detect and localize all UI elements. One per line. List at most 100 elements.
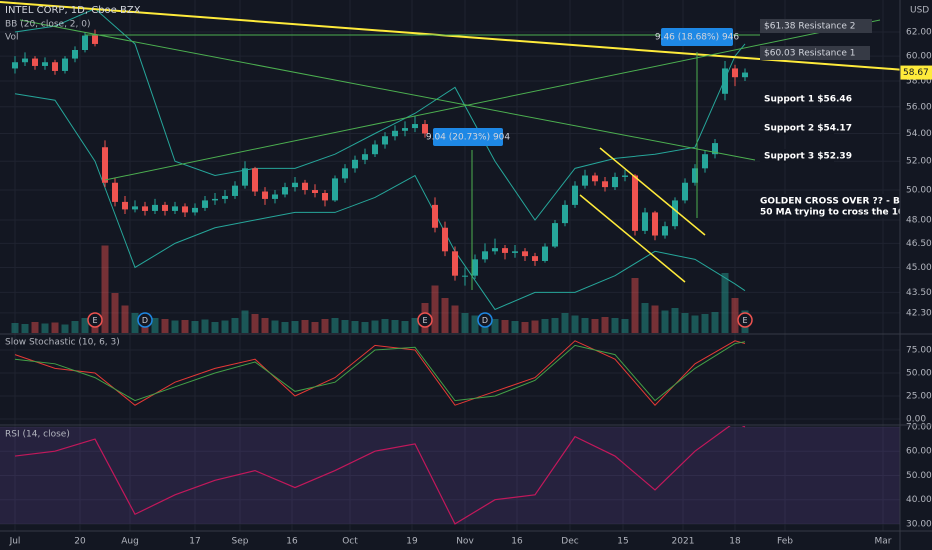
y-tick-label: 62.00	[906, 28, 932, 38]
channel-line	[599, 147, 706, 236]
candle-body	[82, 35, 88, 50]
candle-body	[272, 194, 278, 199]
pane-title: Slow Stochastic (10, 6, 3)	[5, 338, 120, 348]
event-marker	[477, 312, 493, 328]
volume-bar	[101, 245, 109, 333]
indicator-label: Vol	[5, 33, 18, 43]
support-label: Support 3 $52.39	[764, 152, 852, 162]
y-tick-label: 70.00	[906, 422, 932, 432]
x-tick-label: 2021	[672, 537, 695, 547]
volume-bar	[381, 319, 389, 333]
volume-bar	[731, 298, 739, 333]
volume-bar	[131, 313, 139, 333]
volume-bar	[331, 318, 339, 333]
volume-bar	[641, 303, 649, 333]
label-box	[760, 121, 834, 135]
volume-bar	[51, 322, 59, 333]
bb-lower	[14, 93, 746, 311]
candle-body	[292, 182, 298, 188]
candle-body	[62, 58, 68, 71]
volume-bar	[161, 319, 169, 333]
support-label: Support 2 $54.17	[764, 124, 852, 134]
candle-body	[512, 251, 518, 253]
candle-body	[102, 147, 108, 183]
last-price: 58.67	[903, 68, 929, 78]
stochastic-line	[14, 340, 746, 406]
y-tick-label: 42.30	[906, 308, 932, 318]
x-tick-label: Feb	[777, 537, 793, 547]
x-tick-label: 16	[286, 537, 298, 547]
candle-body	[632, 175, 638, 231]
x-tick-label: 18	[729, 537, 741, 547]
candle-body	[92, 35, 98, 44]
candle-body	[652, 212, 658, 236]
candle-body	[72, 49, 78, 59]
trend-line	[19, 19, 756, 161]
candle-body	[222, 195, 228, 199]
x-tick-label: 16	[511, 537, 523, 547]
candle-body	[32, 58, 38, 66]
event-label: E	[742, 316, 747, 325]
candle-body	[582, 175, 588, 186]
volume-bar	[411, 318, 419, 333]
volume-bar	[441, 298, 449, 333]
volume-bar	[561, 313, 569, 333]
volume-bar	[111, 293, 119, 333]
candle-body	[262, 191, 268, 199]
volume-bar	[321, 319, 329, 333]
volume-bar	[41, 323, 49, 333]
candle-body	[332, 178, 338, 201]
candle-body	[682, 182, 688, 201]
candle-body	[672, 200, 678, 227]
candle-body	[492, 248, 498, 252]
y-tick-label: 50.00	[906, 471, 932, 481]
measure-box	[433, 128, 503, 146]
x-tick-label: Oct	[342, 537, 358, 547]
x-tick-label: Sep	[232, 537, 249, 547]
volume-bar	[401, 321, 409, 333]
candle-body	[182, 206, 188, 213]
last-price-box	[900, 65, 932, 80]
label-box	[760, 149, 834, 163]
candle-body	[532, 256, 538, 261]
candle-body	[472, 259, 478, 276]
volume-bar	[581, 318, 589, 333]
candle-body	[662, 226, 668, 236]
volume-bar	[721, 273, 729, 333]
candle-body	[212, 198, 218, 201]
candle-body	[402, 128, 408, 131]
volume-bar	[311, 322, 319, 333]
event-label: D	[482, 316, 488, 325]
candle-body	[352, 159, 358, 169]
volume-bar	[501, 320, 509, 333]
y-tick-label: 56.00	[906, 102, 932, 112]
volume-bar	[251, 314, 259, 333]
volume-bar	[661, 310, 669, 333]
volume-bar	[121, 305, 129, 333]
candle-body	[622, 175, 628, 177]
rsi-line	[14, 426, 746, 525]
symbol-title: INTEL CORP, 1D, Cboe BZX	[5, 5, 141, 16]
volume-bar	[361, 322, 369, 333]
y-tick-label: 30.00	[906, 519, 932, 529]
volume-bar	[201, 319, 209, 333]
volume-bar	[591, 319, 599, 333]
candle-body	[112, 182, 118, 202]
currency: USD	[910, 6, 929, 16]
x-tick-label: 20	[74, 537, 86, 547]
volume-bar	[181, 320, 189, 333]
bb-upper	[14, 8, 746, 221]
volume-bar	[711, 312, 719, 333]
volume-bar	[301, 320, 309, 333]
y-tick-label: 0.00	[906, 415, 926, 425]
volume-bar	[351, 321, 359, 333]
volume-bar	[431, 285, 439, 333]
x-tick-label: Dec	[561, 537, 578, 547]
volume-bar	[651, 305, 659, 333]
candle-body	[462, 275, 468, 277]
volume-bar	[541, 319, 549, 333]
candle-body	[602, 181, 608, 188]
channel-line	[579, 194, 686, 283]
